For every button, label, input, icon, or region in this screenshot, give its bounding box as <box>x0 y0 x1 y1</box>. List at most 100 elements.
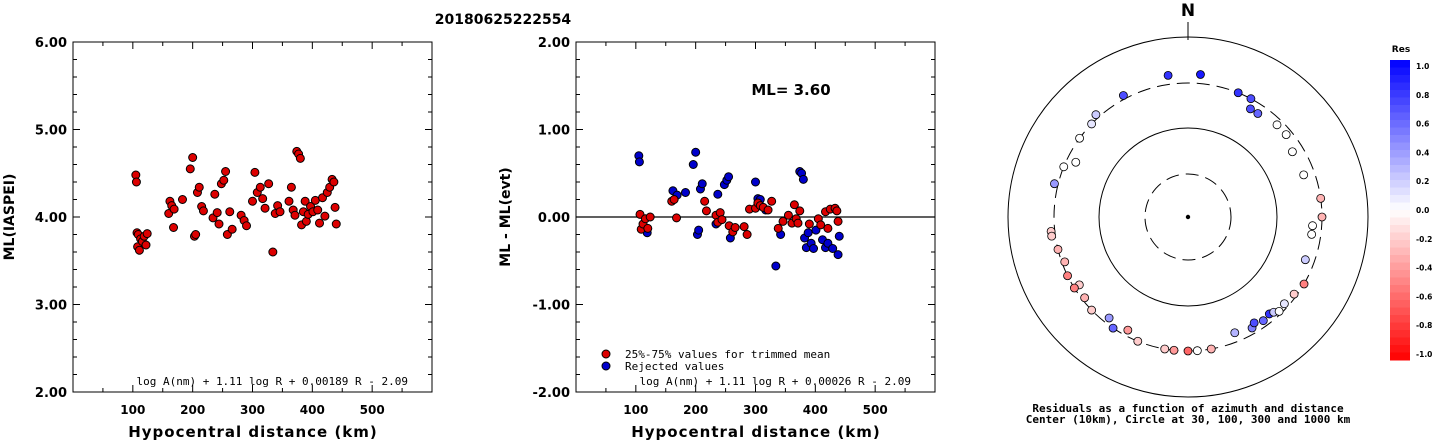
residual-accepted-point <box>789 200 799 210</box>
ml-y-axis-label: ML(IASPEI) <box>2 174 18 261</box>
ml-x-axis-label: Hypocentral distance (km) <box>128 423 378 441</box>
ml-data-point <box>141 240 151 250</box>
ml-annotation: ML= 3.60 <box>751 81 830 99</box>
residual-rejected-point <box>834 231 844 241</box>
residual-accepted-point <box>643 223 653 233</box>
ml-data-point <box>275 207 285 217</box>
residual-accepted-point <box>730 223 740 232</box>
residual-y-tick-label: 1.00 <box>538 124 570 139</box>
polar-residual-point <box>1289 289 1299 299</box>
residual-accepted-point <box>701 206 711 216</box>
ml-data-point <box>198 206 208 216</box>
polar-residual-point <box>1192 346 1202 356</box>
ml-data-points <box>131 146 341 257</box>
legend-rejected-label: Rejected values <box>625 360 724 373</box>
colorbar-tick-label: 0.4 <box>1416 148 1429 157</box>
colorbar-segment <box>1390 112 1410 121</box>
colorbar-segment <box>1390 97 1410 106</box>
residual-x-tick-label: 100 <box>623 403 648 417</box>
colorbar-segment <box>1390 247 1410 256</box>
legend-accepted-label: 25%-75% values for trimmed mean <box>625 348 830 361</box>
figure-title: 20180625222554 <box>435 12 572 28</box>
colorbar-tick-label: 1.0 <box>1416 62 1429 71</box>
ml-data-point <box>188 153 198 162</box>
ml-iaspei-chart: ML(IASPEI) Hypocentral distance (km) log… <box>2 36 433 441</box>
ml-data-point <box>268 247 278 257</box>
colorbar-segment <box>1390 202 1410 211</box>
legend-accepted-marker <box>601 349 611 359</box>
residual-accepted-point <box>823 223 833 233</box>
ml-data-point <box>329 177 339 187</box>
polar-residual-point <box>1249 318 1259 328</box>
colorbar-segment <box>1390 225 1410 233</box>
ml-y-tick-label: 3.00 <box>35 299 67 314</box>
circle-30km <box>1144 173 1232 261</box>
colorbar-tick-label: -0.4 <box>1416 264 1432 273</box>
residual-accepted-point <box>645 212 655 222</box>
colorbar-segment <box>1390 210 1410 218</box>
polar-residual-point <box>1080 293 1090 303</box>
ml-y-tick-label: 5.00 <box>35 124 67 139</box>
residual-accepted-point <box>767 196 777 206</box>
polar-residual-point <box>1108 323 1118 333</box>
colorbar-segment <box>1390 292 1410 301</box>
residual-accepted-point <box>783 210 793 220</box>
polar-residual-point <box>1047 231 1057 241</box>
colorbar-segment <box>1390 142 1410 151</box>
ml-data-point <box>255 182 265 192</box>
colorbar-segment <box>1390 307 1410 316</box>
residual-y-tick-label: 2.00 <box>538 36 570 51</box>
colorbar-tick-label: 0.6 <box>1416 120 1429 129</box>
colorbar-segment <box>1390 135 1410 143</box>
polar-residual-point <box>1133 336 1143 346</box>
polar-residual-point <box>1060 257 1070 267</box>
ml-data-point <box>258 194 268 204</box>
ml-data-point <box>286 182 296 192</box>
polar-residual-point <box>1104 313 1114 323</box>
polar-residual-point <box>1118 91 1128 100</box>
residual-accepted-point <box>669 195 679 204</box>
colorbar-segment <box>1390 315 1410 323</box>
colorbar-segment <box>1390 217 1410 226</box>
ml-data-point <box>219 175 229 185</box>
residual-rejected-point <box>724 172 734 182</box>
polar-residual-point <box>1196 70 1205 79</box>
colorbar-tick-label: -0.8 <box>1416 321 1432 330</box>
residual-axis-ticks: 100 200 300 400 500 -2.00 -1.00 0.00 1.00 2.00 <box>533 36 935 417</box>
ml-formula: log A(nm) + 1.11 log R + 0.00189 R - 2.0… <box>136 375 408 388</box>
polar-residual-point <box>1206 344 1216 354</box>
colorbar-tick-label: -0.2 <box>1416 235 1432 244</box>
polar-residual-point <box>1317 212 1327 222</box>
polar-residual-point <box>1183 346 1193 356</box>
polar-residual-point <box>1274 306 1284 316</box>
polar-residual-point <box>1075 133 1084 143</box>
residual-accepted-point <box>833 216 843 226</box>
ml-data-point <box>242 221 252 231</box>
polar-residual-points <box>1046 70 1327 356</box>
colorbar-segment <box>1390 232 1410 241</box>
colorbar-segment <box>1390 337 1410 346</box>
residual-accepted-point <box>832 206 842 216</box>
ml-data-point <box>212 208 222 218</box>
ml-data-point <box>331 219 341 229</box>
residual-rejected-point <box>798 174 808 184</box>
ml-data-point <box>134 245 144 255</box>
residual-rejected-point <box>828 244 838 253</box>
polar-residual-point <box>1307 229 1317 239</box>
center-point <box>1185 214 1191 220</box>
polar-residual-point <box>1300 255 1310 265</box>
colorbar-segment <box>1390 285 1410 293</box>
polar-residual-point <box>1087 305 1097 315</box>
ml-x-tick-label: 200 <box>180 403 205 417</box>
residual-accepted-point <box>717 215 727 225</box>
polar-residual-point <box>1272 120 1282 130</box>
azimuth-distance-plot: N Residuals as a function of azimuth and… <box>1007 1 1369 426</box>
colorbar-segment <box>1390 300 1410 308</box>
ml-data-point <box>260 203 270 213</box>
colorbar-segment <box>1390 195 1410 203</box>
residual-rejected-point <box>713 189 723 199</box>
ml-data-point <box>264 179 274 189</box>
residual-accepted-point <box>700 196 710 206</box>
ml-x-tick-label: 500 <box>360 403 385 417</box>
